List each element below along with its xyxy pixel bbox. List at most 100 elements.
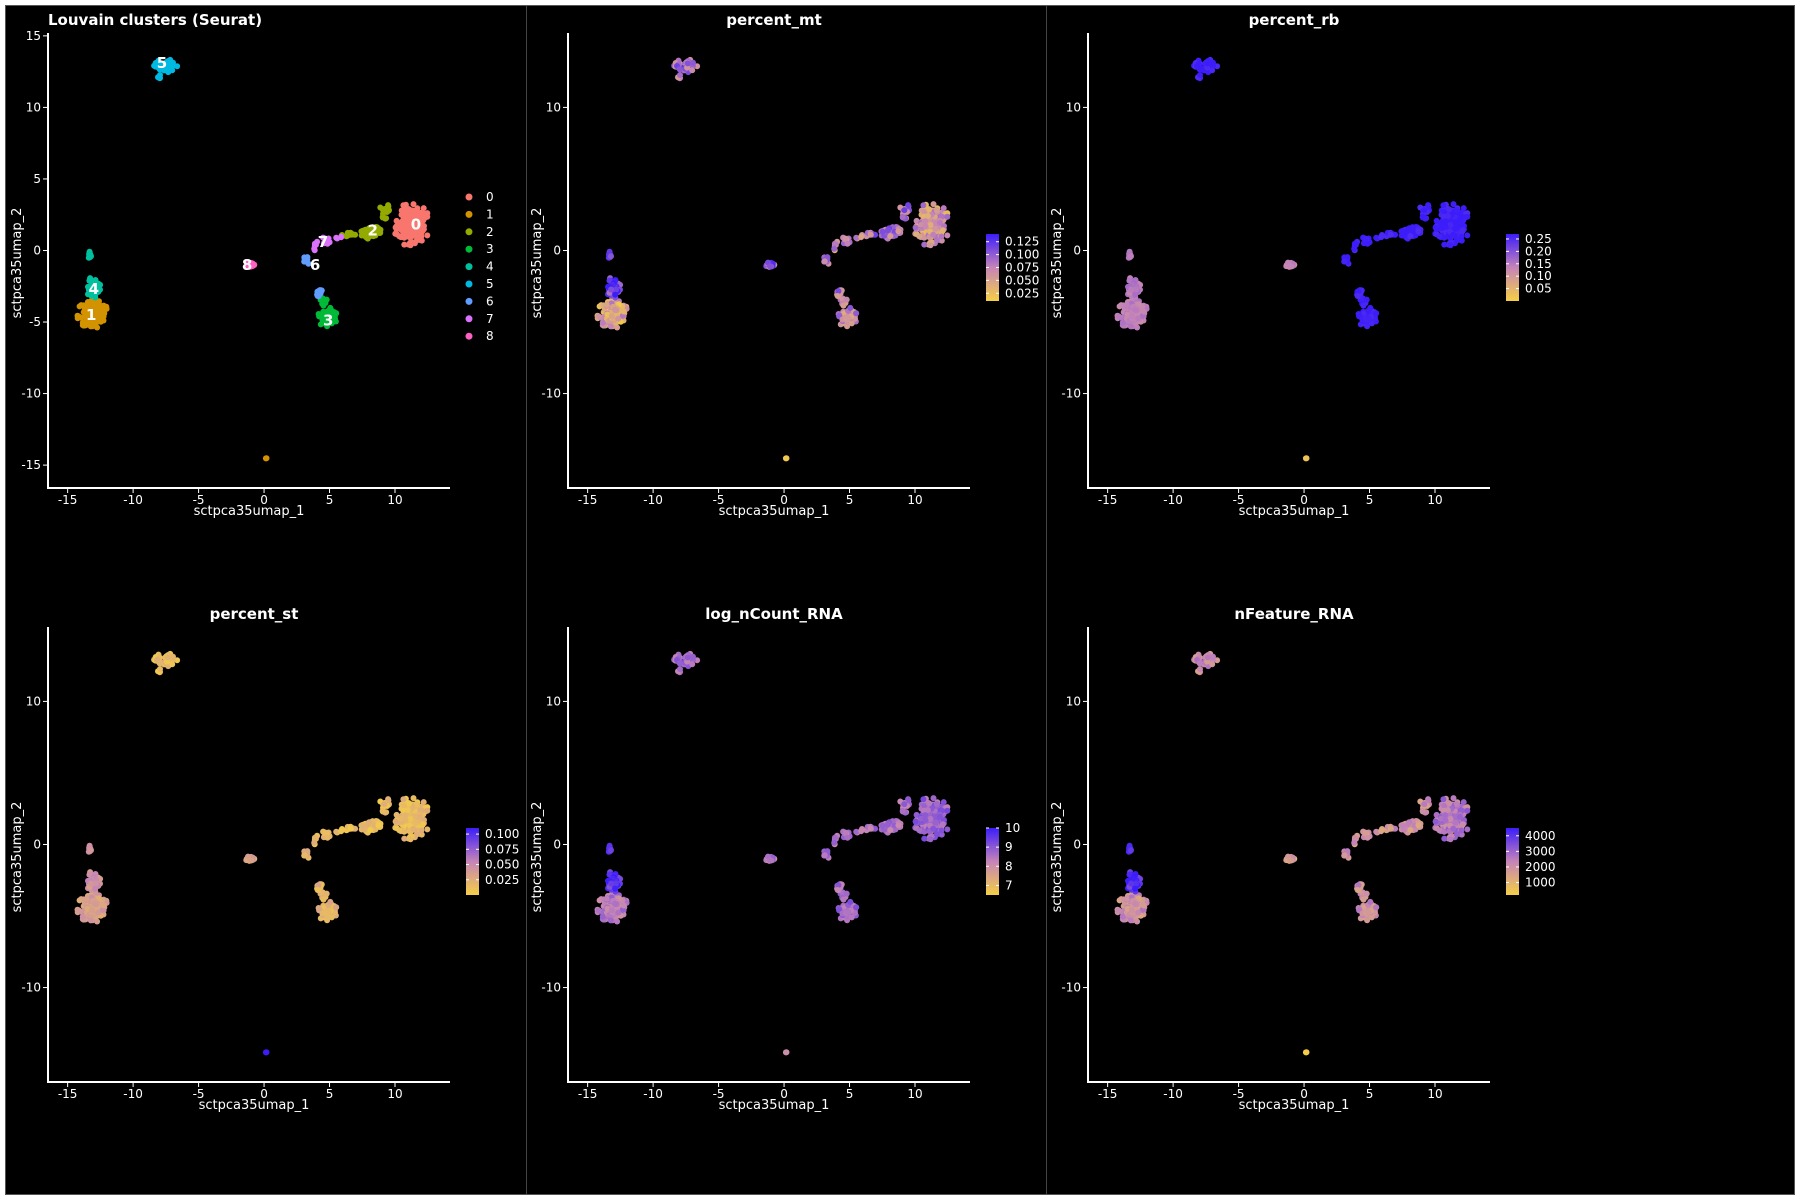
cell-point bbox=[1364, 834, 1371, 841]
cell-point bbox=[1355, 288, 1362, 295]
cell-point bbox=[1365, 315, 1372, 322]
cell-point bbox=[1447, 816, 1454, 822]
x-tick-label: -5 bbox=[713, 1087, 725, 1101]
cell-point bbox=[1135, 909, 1142, 916]
cell-point bbox=[407, 836, 414, 843]
cell-point bbox=[782, 1049, 789, 1056]
cell-point bbox=[1407, 827, 1414, 834]
cell-point bbox=[831, 240, 838, 247]
cell-point bbox=[879, 822, 886, 829]
cluster-label: 0 bbox=[411, 216, 421, 234]
cell-point bbox=[1460, 799, 1467, 806]
cell-point bbox=[1446, 206, 1453, 213]
cell-point bbox=[690, 59, 696, 66]
cell-point bbox=[410, 201, 417, 208]
cell-point bbox=[603, 301, 610, 308]
cell-point bbox=[359, 822, 366, 829]
x-tick-label: 5 bbox=[326, 493, 334, 507]
cell-point bbox=[834, 293, 841, 299]
cell-point bbox=[420, 205, 427, 212]
cell-point bbox=[620, 308, 627, 315]
cluster-label: 8 bbox=[242, 256, 252, 274]
cell-point bbox=[1128, 253, 1134, 260]
cell-point bbox=[83, 895, 90, 902]
x-axis-label: sctpca35umap_1 bbox=[1239, 504, 1350, 519]
x-tick-label: 5 bbox=[1366, 493, 1374, 507]
cell-point bbox=[322, 235, 329, 242]
cell-point bbox=[853, 904, 860, 911]
panel-percent-rb: percent_rb sctpca35umap_1 sctpca35umap_2… bbox=[1046, 6, 1566, 600]
cell-point bbox=[1399, 822, 1406, 829]
cell-point bbox=[1458, 233, 1465, 240]
cell-point bbox=[79, 319, 86, 326]
colorbar-tick-label: 0.15 bbox=[1525, 257, 1552, 271]
cell-point bbox=[867, 825, 874, 832]
cell-point bbox=[1444, 807, 1451, 813]
cell-point bbox=[367, 827, 374, 834]
cell-point bbox=[1442, 812, 1449, 819]
x-tick-label: 0 bbox=[1300, 493, 1308, 507]
cell-point bbox=[932, 225, 939, 232]
cell-point bbox=[1362, 235, 1369, 242]
cell-point bbox=[940, 799, 947, 806]
cell-point bbox=[1405, 227, 1411, 234]
cell-point bbox=[401, 835, 408, 842]
cell-point bbox=[413, 801, 420, 807]
umap-scatter-chart: percent_st sctpca35umap_1 sctpca35umap_2… bbox=[10, 605, 519, 1113]
cell-point bbox=[407, 816, 414, 822]
cell-point bbox=[1128, 313, 1135, 320]
colorbar-tick-label: 0.075 bbox=[485, 842, 519, 856]
cell-point bbox=[926, 206, 933, 213]
x-tick-label: -5 bbox=[713, 493, 725, 507]
cell-point bbox=[404, 807, 411, 813]
y-axis-label: sctpca35umap_2 bbox=[530, 802, 545, 913]
cell-point bbox=[94, 918, 101, 925]
umap-scatter-chart: Louvain clusters (Seurat) sctpca35umap_1… bbox=[10, 11, 494, 519]
cell-point bbox=[689, 67, 696, 74]
x-tick-label: 0 bbox=[780, 493, 788, 507]
cell-point bbox=[170, 59, 176, 66]
cell-point bbox=[1415, 822, 1422, 829]
cell-point bbox=[324, 240, 331, 247]
cell-point bbox=[1123, 895, 1130, 902]
cell-point bbox=[612, 900, 619, 907]
cell-point bbox=[1287, 263, 1294, 270]
cell-point bbox=[375, 822, 382, 829]
cell-point bbox=[887, 233, 894, 240]
cell-point bbox=[402, 218, 409, 225]
cell-point bbox=[379, 213, 386, 220]
chart-title: percent_st bbox=[210, 605, 299, 623]
cell-point bbox=[1436, 827, 1443, 834]
colorbar-tick-label: 4000 bbox=[1525, 829, 1556, 843]
cell-point bbox=[311, 839, 318, 846]
legend-label: 8 bbox=[486, 329, 494, 343]
y-tick-label: -10 bbox=[1061, 981, 1081, 995]
x-tick-label: -15 bbox=[58, 1087, 78, 1101]
cell-point bbox=[1464, 826, 1471, 833]
cell-point bbox=[927, 836, 934, 843]
cell-point bbox=[1135, 315, 1142, 322]
cell-point bbox=[842, 235, 849, 242]
cell-point bbox=[424, 232, 431, 239]
cell-point bbox=[400, 796, 407, 803]
cell-point bbox=[418, 233, 425, 240]
cell-point bbox=[410, 795, 417, 802]
chart-title: nFeature_RNA bbox=[1234, 605, 1354, 623]
cell-point bbox=[940, 205, 947, 212]
cell-point bbox=[100, 308, 107, 315]
cell-point bbox=[684, 60, 691, 67]
cell-point bbox=[895, 822, 902, 829]
cell-point bbox=[835, 288, 842, 295]
cell-point bbox=[333, 904, 340, 911]
cell-point bbox=[684, 654, 691, 661]
x-tick-label: -5 bbox=[1233, 1087, 1245, 1101]
cell-point bbox=[1287, 857, 1294, 864]
cell-point bbox=[867, 231, 874, 238]
cell-point bbox=[924, 213, 931, 219]
cell-point bbox=[1341, 852, 1348, 859]
cell-point bbox=[413, 237, 420, 244]
cell-point bbox=[1132, 306, 1139, 313]
chart-title: Louvain clusters (Seurat) bbox=[48, 11, 262, 29]
umap-scatter-chart: log_nCount_RNA sctpca35umap_1 sctpca35um… bbox=[530, 605, 1020, 1113]
cell-point bbox=[88, 286, 95, 293]
